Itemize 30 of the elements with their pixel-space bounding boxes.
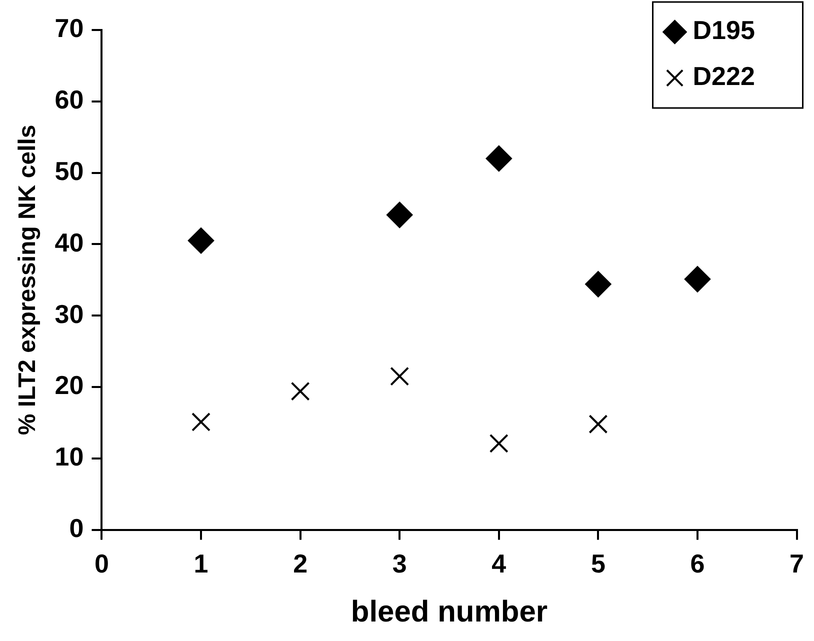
x-tick-label: 5	[590, 548, 606, 579]
point	[588, 414, 608, 434]
point	[486, 146, 512, 172]
x-tick-label: 0	[94, 548, 109, 579]
x-tick-label: 6	[690, 548, 705, 579]
point	[188, 228, 214, 254]
y-tick-label: 30	[54, 298, 84, 329]
point	[390, 366, 410, 386]
legend-label: D195	[692, 15, 755, 46]
x-tick-label: 2	[293, 548, 308, 579]
point	[192, 412, 210, 432]
y-tick-label: 70	[54, 13, 84, 44]
point	[386, 202, 413, 228]
x-tick-label: 7	[790, 548, 804, 579]
x-axis-title: bleed number	[350, 595, 548, 628]
x-tick-label: 4	[492, 548, 507, 579]
y-tick-label: 40	[54, 227, 84, 258]
point	[684, 266, 710, 292]
y-tick-label: 20	[54, 370, 84, 400]
y-tick-label: 10	[54, 442, 84, 472]
y-tick-label: 60	[54, 84, 84, 115]
y-axis-title: % ILT2 expressing NK cells	[14, 124, 42, 436]
legend-label: D222	[692, 61, 755, 92]
y-tick-label: 0	[69, 512, 84, 543]
point	[585, 271, 612, 298]
point	[290, 382, 310, 401]
point	[489, 434, 508, 453]
x-tick-label: 3	[392, 548, 407, 579]
x-tick-label: 1	[194, 548, 208, 579]
y-tick-label: 50	[54, 156, 84, 186]
